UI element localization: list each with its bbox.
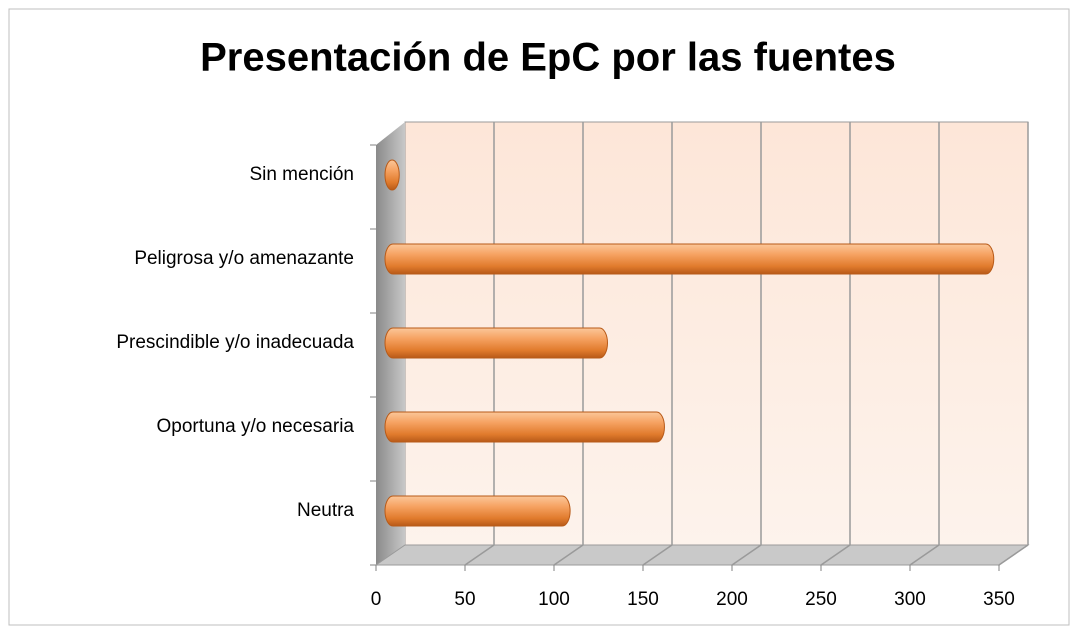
- y-tick-label: Neutra: [297, 500, 354, 521]
- y-tick-label: Prescindible y/o inadecuada: [116, 332, 354, 353]
- bar: [384, 243, 995, 275]
- x-tick-label: 50: [454, 589, 475, 610]
- y-tick-label: Peligrosa y/o amenazante: [134, 248, 354, 269]
- x-tick-label: 150: [627, 589, 659, 610]
- x-tick-label: 250: [805, 589, 837, 610]
- x-tick-label: 200: [716, 589, 748, 610]
- bar: [384, 495, 571, 527]
- x-tick-label: 100: [538, 589, 570, 610]
- floor-grid-line: [464, 544, 495, 566]
- y-tick-label: Oportuna y/o necesaria: [156, 416, 354, 437]
- x-tick-label: 0: [371, 589, 382, 610]
- floor-grid-line: [909, 544, 940, 566]
- y-tick-label: Sin mención: [249, 164, 354, 185]
- floor: [374, 544, 1030, 566]
- x-tick-label: 300: [894, 589, 926, 610]
- floor-grid-line: [642, 544, 673, 566]
- floor-grid-line: [553, 544, 584, 566]
- bar: [384, 411, 665, 443]
- x-tick-label: 350: [983, 589, 1015, 610]
- floor-grid-line: [731, 544, 762, 566]
- floor-grid-line: [998, 544, 1029, 566]
- bar: [384, 327, 608, 359]
- bar: [384, 159, 400, 191]
- floor-grid-line: [820, 544, 851, 566]
- chart-title: Presentación de EpC por las fuentes: [200, 36, 896, 80]
